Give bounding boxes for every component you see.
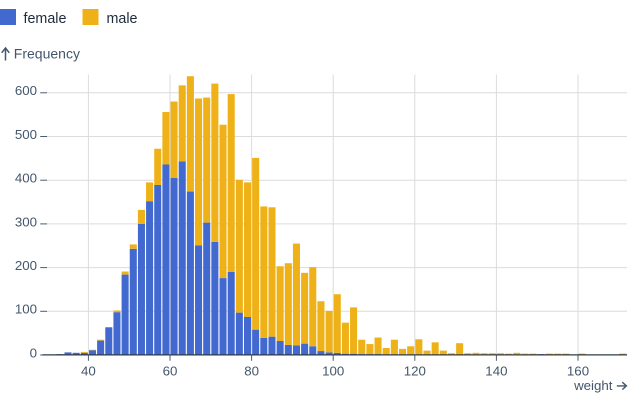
svg-text:200: 200: [15, 258, 37, 273]
svg-text:female: female: [24, 11, 67, 27]
svg-text:160: 160: [567, 364, 589, 379]
svg-text:140: 140: [485, 364, 507, 379]
svg-text:100: 100: [322, 364, 344, 379]
svg-text:80: 80: [244, 364, 259, 379]
svg-text:Frequency: Frequency: [14, 46, 80, 62]
svg-text:male: male: [107, 11, 138, 27]
svg-text:500: 500: [15, 127, 37, 142]
svg-text:40: 40: [81, 364, 96, 379]
svg-text:100: 100: [15, 302, 37, 317]
svg-text:300: 300: [15, 214, 37, 229]
svg-text:0: 0: [30, 345, 37, 360]
svg-text:60: 60: [163, 364, 178, 379]
svg-text:400: 400: [15, 171, 37, 186]
svg-text:120: 120: [404, 364, 426, 379]
svg-text:600: 600: [15, 83, 37, 98]
svg-text:weight: weight: [573, 378, 613, 393]
